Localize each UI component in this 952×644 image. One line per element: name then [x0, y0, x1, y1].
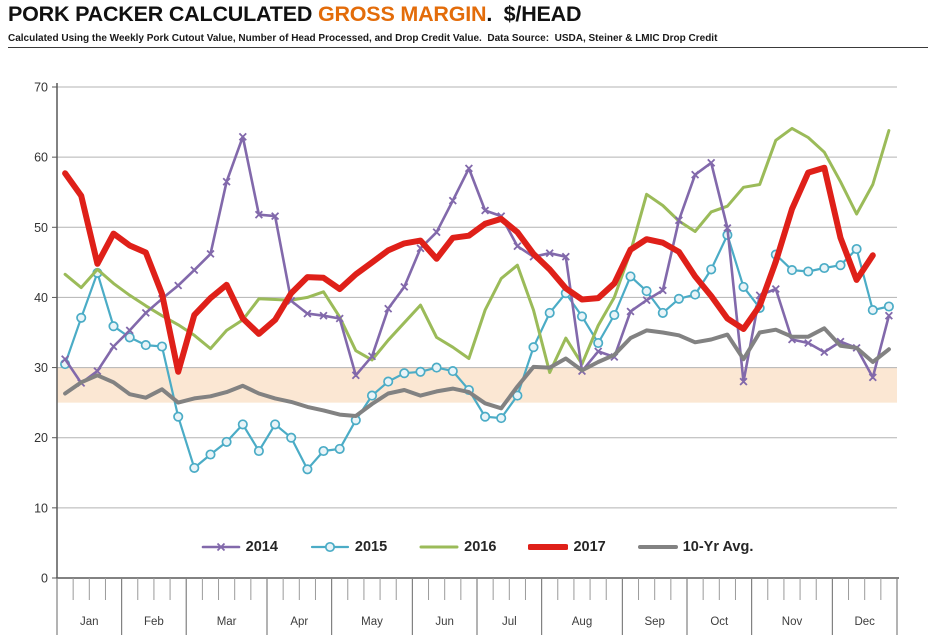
series-point-2015 — [786, 265, 798, 276]
legend-item-10-yr-avg-: 10-Yr Avg. — [637, 539, 754, 555]
x-axis-month-label: May — [361, 616, 383, 628]
series-line-2017 — [62, 164, 876, 375]
series-point-2015 — [480, 411, 491, 422]
series-point-2015 — [496, 413, 507, 424]
series-point-2015 — [738, 281, 749, 292]
series-point-2015 — [76, 312, 87, 323]
series-line-2015 — [63, 233, 890, 471]
series-point-2015 — [673, 293, 684, 304]
y-axis-label: 60 — [34, 151, 48, 165]
series-point-2015 — [593, 337, 604, 349]
legend-label: 2015 — [354, 539, 388, 555]
series-point-2015 — [366, 390, 378, 401]
series-point-2015 — [431, 362, 442, 373]
x-axis-month-label: Jan — [80, 616, 99, 628]
x-axis-month-label: Jul — [502, 616, 517, 628]
x-axis-month-label: Jun — [435, 616, 454, 628]
series-point-2015 — [867, 305, 878, 316]
y-axis-label: 10 — [34, 501, 48, 515]
y-axis-label: 30 — [34, 361, 48, 375]
legend-item-2017: 2017 — [528, 539, 606, 555]
series-point-2015 — [641, 286, 652, 297]
x-axis-month-label: Sep — [644, 616, 664, 628]
chart-title: PORK PACKER CALCULATED GROSS MARGIN. $/H… — [8, 2, 582, 52]
series-point-2015 — [221, 436, 232, 447]
series-line-2014 — [63, 135, 891, 385]
x-axis-month-label: Mar — [217, 616, 237, 628]
chart-title-part2: . $/HEAD — [486, 2, 582, 26]
series-point-2015 — [819, 262, 830, 274]
series-point-2015 — [803, 266, 814, 277]
series-point-2015 — [690, 289, 701, 300]
x-axis-month-label: Nov — [782, 616, 803, 628]
series-point-2015 — [270, 419, 281, 430]
series-point-2015 — [625, 271, 636, 282]
legend-label: 10-Yr Avg. — [682, 539, 754, 555]
legend-swatch-icon — [201, 542, 240, 552]
series-point-2015 — [334, 443, 345, 454]
series-point-2015 — [253, 445, 264, 457]
y-axis-label: 0 — [41, 572, 48, 586]
series-point-2015 — [156, 341, 168, 352]
series-point-2015 — [576, 311, 588, 322]
legend-swatch-icon — [419, 545, 459, 549]
series-point-2015 — [883, 301, 894, 312]
legend-label: 2016 — [464, 539, 497, 555]
series-point-2015 — [173, 411, 184, 422]
legend-label: 2014 — [245, 539, 278, 555]
legend-item-2015: 2015 — [310, 539, 387, 555]
series-point-2015 — [124, 332, 135, 343]
y-axis-label: 20 — [34, 431, 48, 445]
series-point-2015 — [415, 366, 426, 377]
series-point-2015 — [544, 307, 555, 318]
legend-item-2014: 2014 — [201, 539, 278, 555]
series-point-2015 — [851, 243, 862, 255]
chart-title-part1: PORK PACKER CALCULATED — [8, 2, 318, 26]
x-axis-month-label: Apr — [290, 616, 308, 628]
series-point-2015 — [512, 390, 523, 401]
x-axis-month-label: Feb — [144, 616, 164, 628]
x-axis-month-label: Aug — [572, 616, 592, 628]
series-point-2015 — [657, 307, 668, 318]
series-point-2015 — [706, 264, 717, 275]
series-point-2015 — [205, 449, 216, 460]
series-line-2016 — [63, 126, 891, 374]
series-point-2015 — [189, 462, 200, 473]
series-point-2015 — [447, 366, 458, 377]
series-line-10-Yr Avg. — [63, 326, 891, 418]
series-point-2015 — [318, 445, 329, 457]
series-point-2015 — [528, 342, 539, 353]
legend-label: 2017 — [573, 539, 606, 555]
series-point-2015 — [140, 340, 151, 351]
series-point-2015 — [609, 309, 620, 321]
series-point-2015 — [399, 368, 410, 379]
series-point-2015 — [383, 376, 394, 387]
legend-swatch-icon — [528, 544, 569, 550]
x-axis-month-label: Dec — [854, 616, 875, 628]
y-axis-label: 40 — [34, 291, 48, 305]
x-axis-month-label: Oct — [710, 616, 729, 628]
y-axis-label: 70 — [34, 81, 48, 95]
chart-subtitle: Calculated Using the Weekly Pork Cutout … — [8, 33, 928, 48]
y-axis-label: 50 — [34, 221, 48, 235]
series-point-2015 — [835, 260, 846, 271]
legend: 2014 2015 2016 2017 10-Yr Avg. — [57, 534, 897, 560]
chart-title-highlight: GROSS MARGIN — [317, 2, 487, 26]
series-point-2015 — [108, 321, 119, 332]
series-point-2015 — [302, 464, 313, 475]
legend-swatch-icon — [637, 545, 678, 549]
legend-swatch-icon — [310, 541, 350, 553]
series-point-2015 — [237, 419, 248, 430]
series-point-2015 — [286, 432, 297, 443]
legend-item-2016: 2016 — [419, 539, 496, 555]
